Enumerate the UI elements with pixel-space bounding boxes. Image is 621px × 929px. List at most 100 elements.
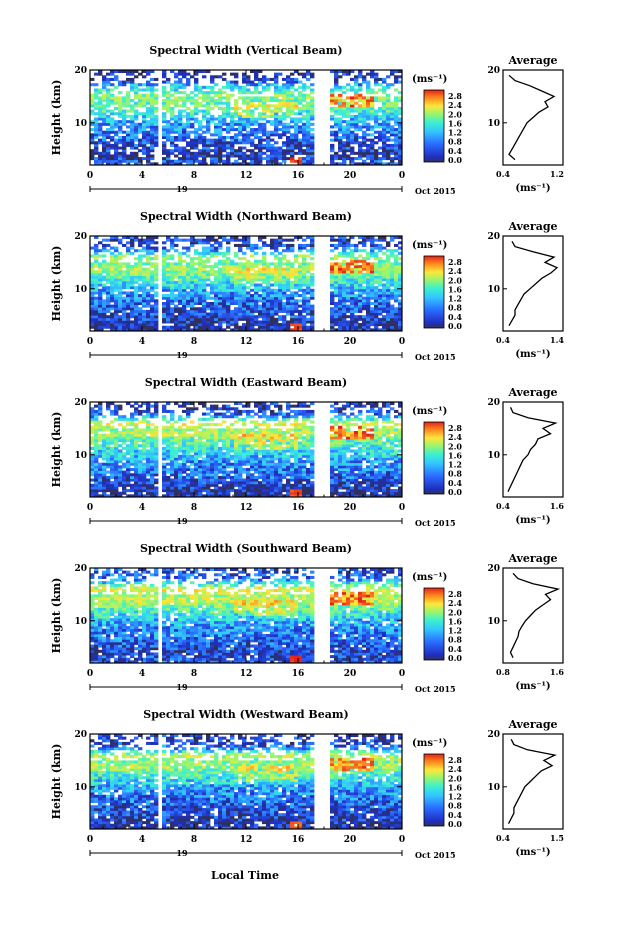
heatmap-cell [294, 325, 299, 329]
heatmap-cell [114, 280, 119, 284]
heatmap-cell [394, 288, 399, 292]
heatmap-cell [282, 141, 287, 145]
heatmap-cell [178, 465, 183, 469]
heatmap-cell [222, 106, 227, 110]
heatmap-cell [282, 283, 287, 287]
heatmap-cell [126, 270, 131, 274]
heatmap-cell [242, 109, 247, 113]
heatmap-cell [274, 83, 279, 87]
heatmap-cell [366, 478, 371, 482]
heatmap-cell [194, 486, 199, 490]
heatmap-cell [346, 270, 351, 274]
heatmap-cell [222, 149, 227, 153]
heatmap-cell [290, 157, 295, 161]
heatmap-cell [110, 236, 115, 240]
heatmap-cell [330, 494, 335, 498]
heatmap-cell [358, 470, 363, 474]
heatmap-cell [338, 467, 343, 472]
heatmap-cell [162, 246, 167, 250]
heatmap-cell [294, 120, 299, 124]
heatmap-cell [90, 280, 95, 284]
heatmap-cell [210, 320, 215, 324]
heatmap-cell [270, 323, 275, 327]
heatmap-cell [226, 157, 231, 161]
heatmap-cell [142, 120, 147, 124]
heatmap-cell [198, 259, 203, 263]
heatmap-cell [162, 257, 167, 261]
heatmap-cell [262, 77, 267, 81]
heatmap-cell [194, 288, 199, 292]
heatmap-cell [306, 312, 311, 316]
heatmap-cell [378, 320, 383, 324]
heatmap-cell [386, 275, 391, 279]
heatmap-cell [206, 138, 211, 142]
heatmap-cell [290, 112, 295, 116]
heatmap-cell [266, 159, 271, 163]
heatmap-cell [246, 106, 251, 110]
heatmap-cell [162, 262, 167, 266]
heatmap-cell [98, 114, 103, 118]
heatmap-cell [222, 120, 227, 124]
heatmap-cell [170, 114, 175, 118]
heatmap-cell [398, 117, 403, 121]
heatmap-cell [134, 138, 139, 142]
heatmap-cell [126, 483, 131, 487]
heatmap-cell [110, 238, 115, 242]
heatmap-cell [170, 141, 175, 145]
heatmap-cell [394, 117, 399, 121]
heatmap-cell [266, 325, 271, 329]
heatmap-cell [290, 489, 295, 493]
heatmap-cell [214, 491, 219, 495]
heatmap-cell [370, 312, 375, 316]
heatmap-cell [266, 96, 271, 100]
heatmap-cell [358, 85, 363, 89]
colorbar-tick-label: 2.0 [448, 275, 462, 285]
heatmap-cell [358, 481, 363, 485]
heatmap-cell [186, 72, 191, 76]
heatmap-cell [258, 283, 263, 287]
heatmap-cell [366, 112, 371, 116]
heatmap-cell [310, 159, 315, 163]
heatmap-cell [122, 280, 127, 284]
heatmap-cell [134, 91, 139, 95]
heatmap-cell [374, 320, 379, 324]
heatmap-cell [398, 328, 403, 332]
heatmap-cell [306, 275, 311, 279]
heatmap-cell [106, 323, 111, 327]
heatmap-cell [286, 135, 291, 140]
heatmap-cell [122, 112, 127, 116]
heatmap-cell [338, 301, 343, 306]
heatmap-cell [398, 80, 403, 84]
heatmap-cell [142, 272, 147, 276]
heatmap-cell [130, 489, 135, 493]
heatmap-cell [306, 122, 311, 126]
heatmap-cell [358, 291, 363, 295]
heatmap-cell [138, 491, 143, 495]
heatmap-cell [242, 478, 247, 482]
heatmap-cell [398, 99, 403, 103]
heatmap-cell [274, 146, 279, 150]
heatmap-cell [226, 309, 231, 313]
heatmap-cell [262, 243, 267, 247]
heatmap-cell [270, 291, 275, 295]
heatmap-cell [106, 101, 111, 105]
heatmap-cell [198, 267, 203, 271]
heatmap-cell [170, 465, 175, 469]
heatmap-cell [138, 159, 143, 163]
heatmap-cell [102, 135, 107, 140]
heatmap-cell [154, 77, 159, 81]
heatmap-cell [362, 320, 367, 324]
heatmap-cell [362, 291, 367, 295]
heatmap-cell [138, 328, 143, 332]
heatmap-cell [394, 135, 399, 140]
heatmap-cell [182, 467, 187, 472]
heatmap-cell [174, 481, 179, 485]
heatmap-cell [298, 143, 303, 147]
heatmap-cell [290, 159, 295, 163]
heatmap-cell [146, 138, 151, 142]
heatmap-cell [138, 296, 143, 300]
heatmap-cell [378, 272, 383, 276]
heatmap-cell [182, 238, 187, 242]
heatmap-cell [130, 467, 135, 472]
heatmap-cell [118, 154, 123, 158]
